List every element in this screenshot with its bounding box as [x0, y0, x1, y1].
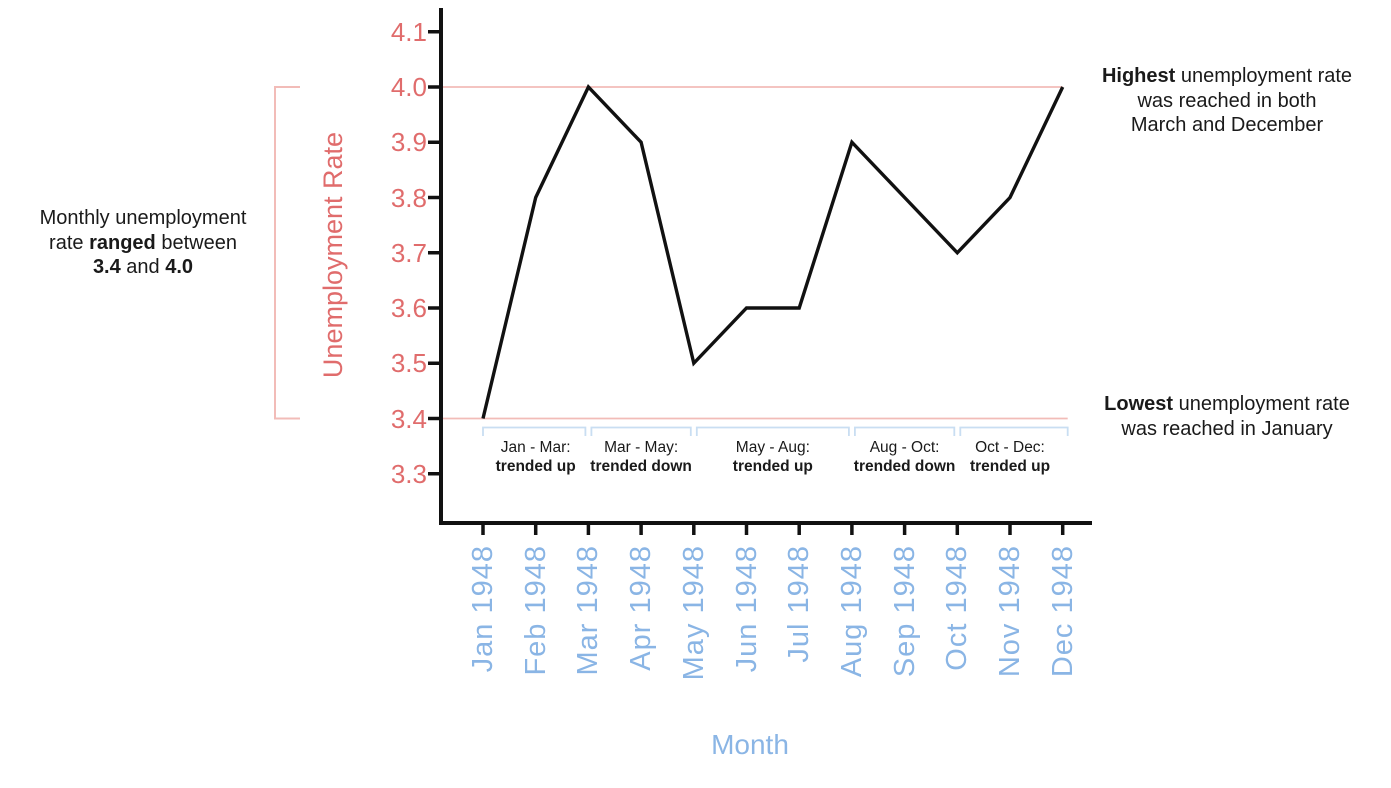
trend-label: May - Aug: trended up	[688, 438, 858, 476]
trend-range-text: May - Aug:	[735, 439, 810, 456]
y-tick-label: 4.0	[390, 72, 427, 102]
x-tick-label: Sep 1948	[888, 545, 921, 678]
x-tick-label: Mar 1948	[572, 545, 605, 676]
x-tick-label: Jun 1948	[730, 545, 763, 673]
y-axis-title: Unemployment Rate	[318, 131, 348, 379]
annotation-line: March and December	[1130, 114, 1324, 136]
trend-direction-text: trended up	[732, 458, 813, 475]
unemployment-series-line	[481, 84, 1065, 419]
trend-bracket	[590, 426, 692, 436]
y-tick-label: 3.5	[390, 348, 427, 379]
y-tick-label: 3.6	[390, 293, 427, 323]
trend-bracket	[959, 426, 1069, 436]
annotation-line: rate ranged between	[49, 231, 237, 254]
trend-range-text: Oct - Dec:	[975, 439, 1045, 456]
y-tick-label: 4.1	[390, 16, 427, 47]
trend-label: Mar - May: trended down	[556, 438, 726, 476]
trend-bracket	[695, 426, 850, 436]
annotation-line: Monthly unemployment	[39, 207, 247, 229]
trend-direction-text: trended down	[853, 458, 956, 475]
trend-direction-text: trended up	[969, 458, 1051, 475]
annotation-line: was reached in January	[1121, 417, 1333, 440]
x-tick-label: May 1948	[677, 545, 710, 681]
annotation-line: was reached in both	[1137, 89, 1317, 112]
y-tick-label: 3.3	[390, 458, 427, 489]
y-tick-label: 3.8	[390, 182, 427, 213]
lowest-annotation: Lowest unemployment rate was reached in J…	[1067, 392, 1387, 441]
annotation-line: 3.4 and 4.0	[92, 256, 194, 278]
trend-label: Oct - Dec: trended up	[925, 438, 1095, 476]
y-tick-label: 3.9	[390, 127, 427, 158]
x-tick-label: Apr 1948	[625, 545, 658, 671]
x-tick-label: Jan 1948	[467, 545, 499, 673]
trend-label: Aug - Oct: trended down	[820, 438, 990, 476]
trend-label: Jan - Mar: trended up	[451, 438, 621, 476]
trend-direction-text: trended down	[590, 458, 692, 475]
x-tick-label: Dec 1948	[1046, 545, 1079, 678]
x-tick-label: Feb 1948	[519, 545, 552, 676]
x-tick-label: Jul 1948	[783, 545, 816, 663]
x-axis-title: Month	[711, 729, 789, 760]
y-tick-label: 3.7	[390, 237, 427, 268]
highest-annotation: Highest unemployment rate was reached in …	[1067, 64, 1387, 138]
y-tick-label: 3.4	[390, 403, 427, 434]
trend-direction-text: trended up	[495, 458, 576, 475]
trend-bracket	[482, 426, 587, 436]
x-tick-label: Oct 1948	[941, 545, 974, 671]
range-bracket	[274, 86, 300, 420]
x-tick-label: Nov 1948	[994, 545, 1026, 678]
annotation-line: Highest unemployment rate	[1101, 65, 1353, 87]
trend-range-text: Mar - May:	[604, 439, 679, 456]
annotation-line: Lowest unemployment rate	[1104, 393, 1350, 415]
x-tick-label: Aug 1948	[835, 545, 868, 678]
trend-bracket	[854, 426, 956, 436]
trend-range-text: Jan - Mar:	[500, 439, 571, 456]
range-annotation: Monthly unemployment rate ranged between 3…	[13, 206, 273, 280]
trend-range-text: Aug - Oct:	[869, 439, 940, 456]
